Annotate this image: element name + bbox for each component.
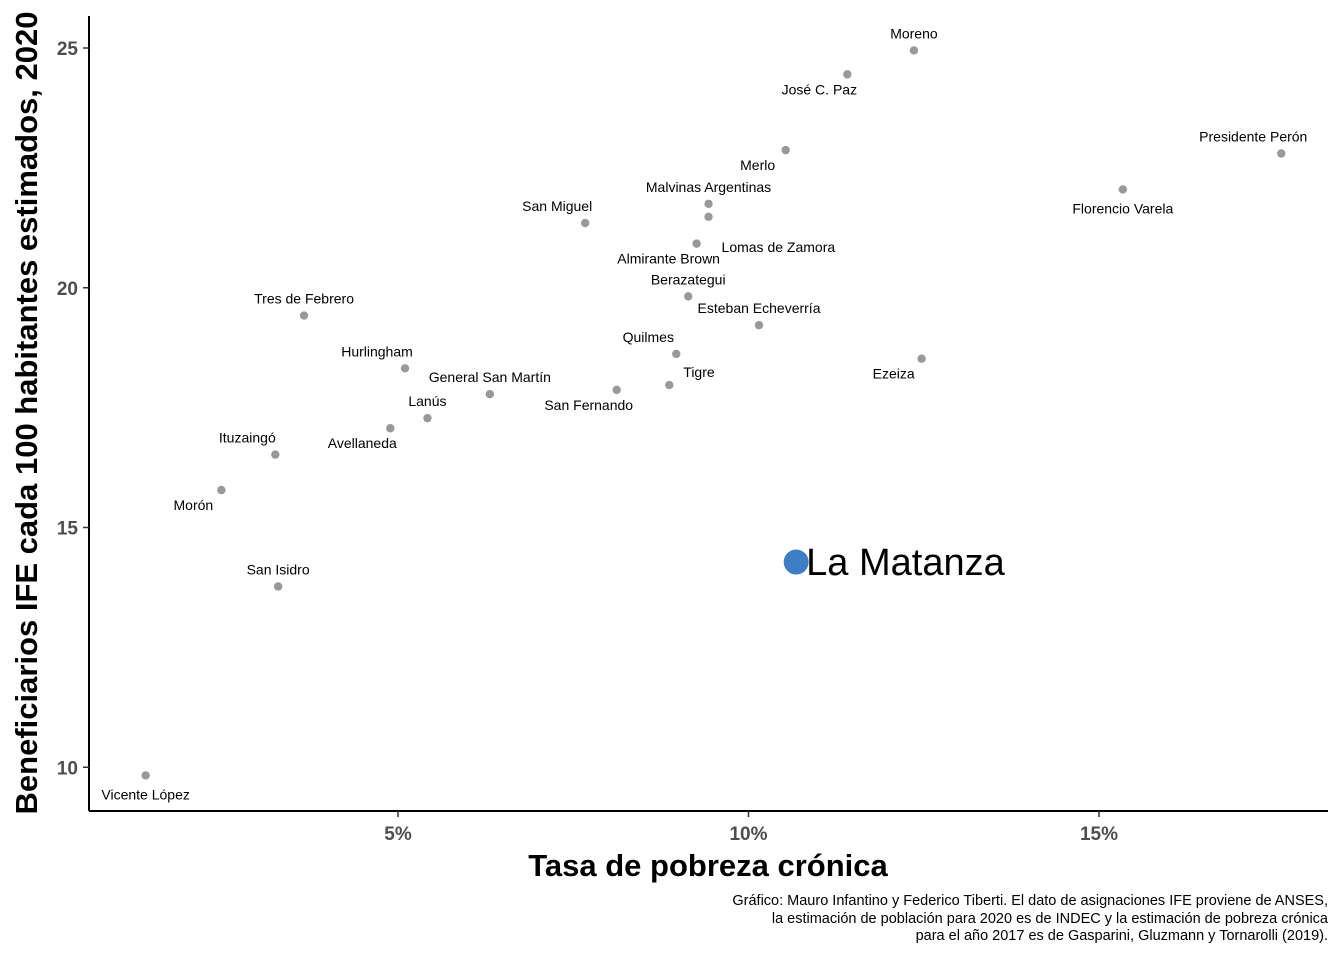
- axes: 10 15 20 25 5% 10% 15%: [57, 16, 1328, 845]
- labels-layer: Moreno José C. Paz Presidente Perón Merlo Fl…: [101, 25, 1307, 802]
- point-label: Vicente López: [101, 786, 189, 802]
- point-label: Tigre: [683, 364, 715, 380]
- point-label: General San Martín: [429, 369, 551, 385]
- x-axis-title: Tasa de pobreza crónica: [528, 848, 888, 883]
- data-point: [909, 46, 919, 55]
- point-label: Ituzaingó: [219, 430, 276, 446]
- data-point: [271, 450, 280, 459]
- data-point: [485, 389, 495, 399]
- data-point: [917, 354, 926, 363]
- y-axis-title: Beneficiarios IFE cada 100 habitantes es…: [9, 12, 44, 815]
- data-point: [386, 424, 395, 433]
- data-point: [400, 364, 410, 373]
- x-tick-label: 15%: [1080, 824, 1118, 845]
- point-label: Lanús: [408, 393, 446, 409]
- y-tick-label: 25: [57, 39, 79, 60]
- data-point: [665, 380, 674, 390]
- highlight-label: La Matanza: [806, 542, 1005, 584]
- y-tick-label: 20: [57, 279, 78, 300]
- point-label: Presidente Perón: [1199, 128, 1307, 144]
- point-label: San Miguel: [522, 198, 592, 214]
- highlight-point: [783, 549, 809, 575]
- data-point: [704, 212, 713, 221]
- point-label: San Isidro: [247, 561, 310, 577]
- point-label: Tres de Febrero: [254, 291, 354, 307]
- data-point: [273, 582, 283, 591]
- point-label: Almirante Brown: [617, 251, 720, 267]
- y-tick-label: 15: [57, 519, 79, 540]
- data-point: [754, 320, 764, 330]
- point-label: San Fernando: [544, 397, 633, 413]
- data-point: [684, 292, 693, 301]
- data-point: [1277, 149, 1286, 158]
- caption-line: Gráfico: Mauro Infantino y Federico Tibe…: [732, 893, 1328, 909]
- point-label: Ezeiza: [873, 366, 915, 382]
- point-label: Quilmes: [623, 329, 674, 345]
- x-tick-label: 10%: [729, 824, 767, 845]
- point-label: Merlo: [740, 157, 775, 173]
- data-point: [580, 218, 590, 228]
- point-label: Malvinas Argentinas: [646, 179, 771, 195]
- y-tick-label: 10: [57, 758, 78, 779]
- data-point: [299, 311, 309, 320]
- points-layer: [141, 46, 1286, 780]
- data-point: [141, 771, 150, 780]
- point-label: Avellaneda: [328, 435, 397, 451]
- data-point: [217, 485, 226, 495]
- data-point: [1118, 185, 1128, 194]
- point-label: Berazategui: [651, 271, 726, 287]
- data-point: [704, 199, 713, 209]
- caption-line: para el año 2017 es de Gasparini, Gluzma…: [915, 928, 1328, 944]
- data-point: [612, 385, 621, 395]
- caption-line: la estimación de población para 2020 es …: [771, 910, 1328, 927]
- data-point: [672, 349, 681, 359]
- point-label: Esteban Echeverría: [698, 300, 821, 316]
- point-label: Lomas de Zamora: [722, 239, 836, 255]
- point-label: Moreno: [890, 25, 938, 41]
- data-point: [843, 70, 852, 79]
- data-point: [781, 145, 790, 155]
- data-point: [423, 413, 432, 423]
- point-label: Morón: [174, 497, 214, 513]
- data-point: [692, 239, 701, 248]
- point-label: Florencio Varela: [1072, 200, 1173, 216]
- x-tick-label: 5%: [384, 824, 412, 845]
- point-label: Hurlingham: [341, 343, 413, 359]
- chart-caption: Gráfico: Mauro Infantino y Federico Tibe…: [428, 893, 1328, 946]
- point-label: José C. Paz: [782, 81, 857, 97]
